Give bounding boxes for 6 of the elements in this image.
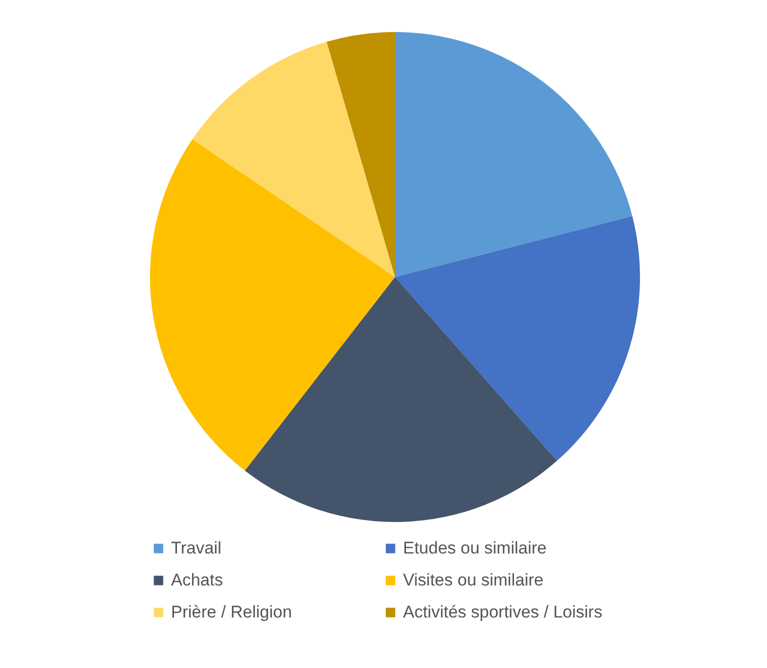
legend-label: Visites ou similaire [403, 570, 544, 590]
legend-label: Prière / Religion [171, 602, 292, 622]
legend-label: Etudes ou similaire [403, 538, 547, 558]
legend-label: Travail [171, 538, 222, 558]
legend-label: Achats [171, 570, 223, 590]
legend-label: Activités sportives / Loisirs [403, 602, 602, 622]
